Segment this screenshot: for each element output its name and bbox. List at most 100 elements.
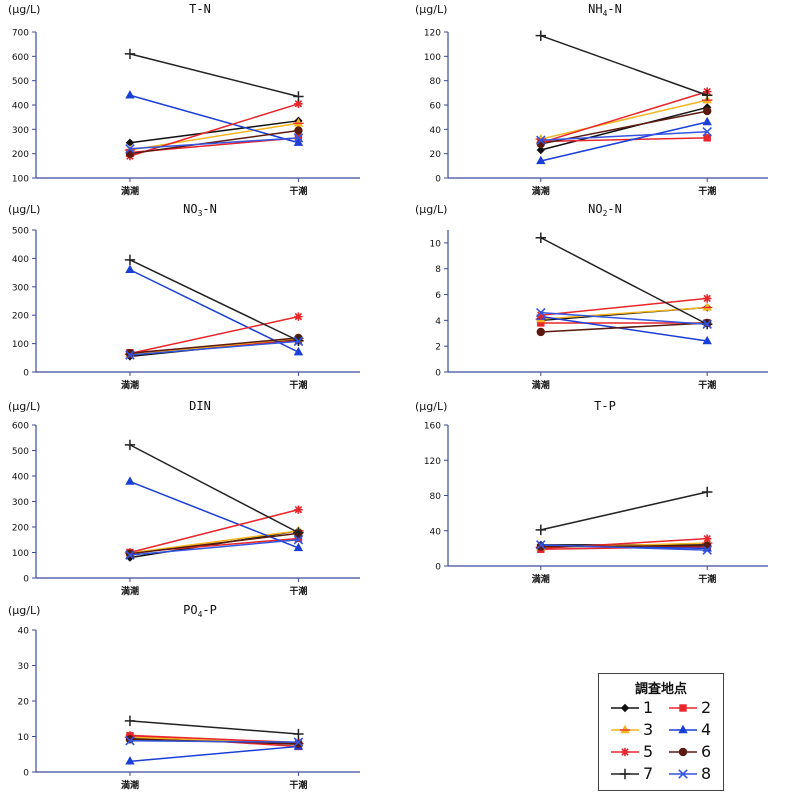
legend-label: 5 <box>643 742 654 761</box>
data-point <box>294 534 303 543</box>
chart-panel: (μg/L) T-P 0 40 80 120 160 満潮 干潮 <box>415 399 768 585</box>
legend-label: 1 <box>643 698 654 717</box>
series-line <box>129 94 299 144</box>
data-point <box>125 735 135 744</box>
legend-marker <box>619 724 631 734</box>
unit-label: (μg/L) <box>8 3 40 16</box>
y-tick-label: 100 <box>12 175 29 185</box>
series-line <box>540 315 708 342</box>
y-tick-label: 400 <box>12 473 29 483</box>
x-tick-label: 干潮 <box>698 573 716 585</box>
series-line <box>129 259 299 342</box>
series-8 <box>125 133 304 154</box>
series-line <box>540 544 708 551</box>
series-line <box>540 491 708 531</box>
x-tick-label: 干潮 <box>289 779 307 791</box>
data-point <box>536 135 546 146</box>
series-5 <box>536 294 712 320</box>
x-tick-label: 満潮 <box>532 573 550 585</box>
y-tick-label: 4 <box>435 317 441 327</box>
data-point <box>293 527 304 538</box>
y-tick-label: 500 <box>12 227 29 237</box>
data-point <box>702 335 712 345</box>
x-tick-label: 干潮 <box>289 185 307 197</box>
legend-marker <box>678 747 688 757</box>
series-line <box>129 480 299 549</box>
series-line <box>129 315 299 355</box>
data-point <box>293 91 304 102</box>
series-8 <box>125 735 304 747</box>
unit-label: (μg/L) <box>415 400 447 413</box>
data-point <box>293 542 304 552</box>
y-tick-label: 300 <box>12 283 29 293</box>
series-line <box>129 337 299 355</box>
x-tick-label: 干潮 <box>698 379 716 391</box>
legend-item-1: 1 <box>609 698 669 718</box>
legend-swatch <box>669 747 697 757</box>
data-point <box>537 319 545 327</box>
series-line <box>129 539 299 556</box>
data-point <box>536 327 545 337</box>
series-7 <box>535 486 713 536</box>
series-line <box>129 129 299 155</box>
legend-item-5: 5 <box>609 742 669 762</box>
y-tick-label: 0 <box>435 369 441 379</box>
data-point <box>124 48 136 60</box>
y-tick-label: 10 <box>430 239 442 249</box>
series-line <box>540 131 708 142</box>
y-tick-label: 400 <box>12 102 29 112</box>
data-point <box>293 728 304 740</box>
data-point <box>536 307 546 318</box>
data-point <box>125 90 135 99</box>
series-line <box>129 508 299 554</box>
data-point <box>293 346 304 356</box>
y-tick-label: 20 <box>18 698 30 708</box>
legend-marker <box>678 724 688 734</box>
y-tick-label: 40 <box>18 627 30 637</box>
data-point <box>125 264 135 273</box>
y-tick-label: 0 <box>23 769 29 779</box>
series-line <box>540 99 708 140</box>
unit-label: (μg/L) <box>8 203 40 216</box>
data-point <box>536 311 545 320</box>
legend-item-3: 3 <box>609 720 669 740</box>
unit-label: (μg/L) <box>8 604 40 617</box>
series-1 <box>536 103 712 155</box>
data-point <box>293 534 304 545</box>
series-line <box>540 297 708 316</box>
x-tick-label: 干潮 <box>289 379 307 391</box>
series-line <box>540 121 708 162</box>
chart-panel: (μg/L) NH4-N 0 20 40 60 80 100 120 満潮 干潮 <box>415 2 768 197</box>
legend: 調査地点 1 2 3 4 5 6 7 8 <box>598 673 724 791</box>
data-point <box>702 127 712 137</box>
data-point <box>125 735 135 746</box>
chart-title: T-P <box>594 399 616 413</box>
data-point <box>125 349 135 358</box>
data-point <box>702 545 712 555</box>
legend-marker <box>620 747 630 757</box>
legend-marker <box>679 704 687 712</box>
legend-swatch <box>669 724 697 734</box>
data-point <box>293 737 304 747</box>
y-tick-label: 6 <box>435 291 441 301</box>
series-line <box>540 106 708 151</box>
y-tick-label: 700 <box>12 29 29 39</box>
data-point <box>535 30 546 41</box>
data-point <box>702 90 713 101</box>
chart-panel: (μg/L) PO4-P 0 10 20 30 40 満潮 干潮 <box>8 603 360 791</box>
data-point <box>294 505 303 514</box>
chart-panel: (μg/L) NO3-N 0 100 200 300 400 500 満潮 干潮 <box>8 202 360 391</box>
data-point <box>125 144 135 154</box>
data-point <box>293 118 304 127</box>
series-line <box>129 137 299 150</box>
x-tick-label: 満潮 <box>121 379 139 391</box>
series-7 <box>124 439 304 538</box>
series-line <box>129 740 299 743</box>
series-4 <box>536 116 712 165</box>
data-point <box>124 439 136 451</box>
unit-label: (μg/L) <box>415 3 447 16</box>
series-8 <box>536 540 712 555</box>
y-tick-label: 30 <box>18 662 30 672</box>
y-tick-label: 500 <box>12 77 29 87</box>
data-point <box>535 232 546 243</box>
